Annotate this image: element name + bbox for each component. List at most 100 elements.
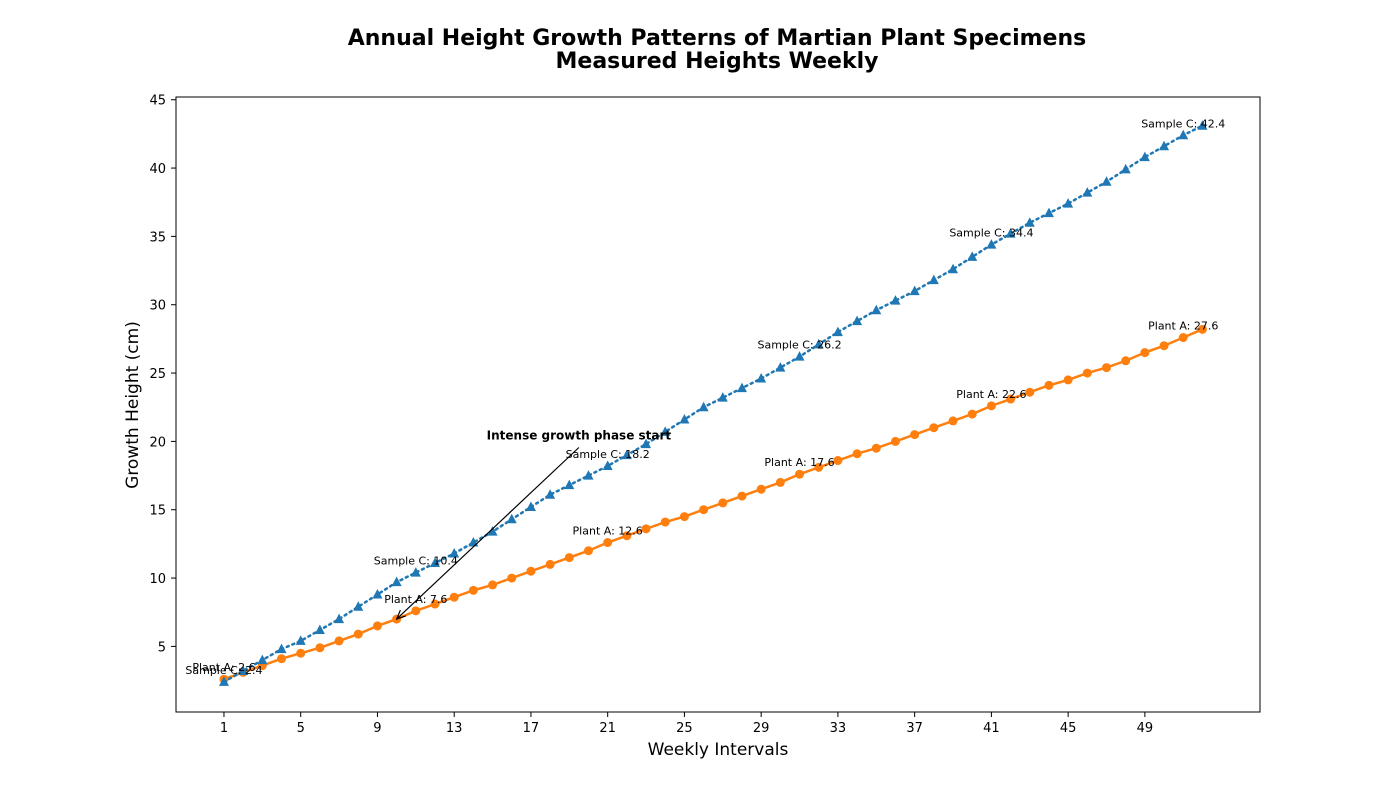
annotation-arrow bbox=[397, 447, 580, 620]
x-tick-label: 37 bbox=[906, 721, 923, 736]
y-tick-label: 40 bbox=[149, 162, 166, 177]
plant-a-point bbox=[910, 430, 920, 440]
data-label: Sample C: 10.4 bbox=[374, 555, 458, 568]
plant-a-point bbox=[660, 517, 670, 527]
sample-c-point bbox=[1101, 176, 1112, 186]
y-axis-label: Growth Height (cm) bbox=[123, 321, 143, 489]
x-tick-label: 41 bbox=[983, 721, 1000, 736]
sample-c-point bbox=[948, 263, 959, 274]
plant-a-point bbox=[277, 654, 287, 664]
sample-c-point bbox=[238, 665, 249, 675]
sample-c-point bbox=[506, 513, 517, 524]
sample-c-point bbox=[1159, 140, 1170, 151]
sample-c-point bbox=[986, 239, 997, 249]
y-tick-label: 35 bbox=[149, 230, 166, 245]
plant-a-point bbox=[1121, 356, 1131, 366]
sample-c-point bbox=[660, 426, 671, 436]
plant-a-point bbox=[449, 592, 459, 602]
plant-a-point bbox=[488, 580, 498, 590]
plant-a-point bbox=[833, 456, 843, 466]
sample-c-point bbox=[276, 643, 287, 654]
x-tick-label: 29 bbox=[753, 721, 770, 736]
x-tick-label: 17 bbox=[523, 721, 540, 736]
plant-a-point bbox=[699, 505, 709, 515]
plant-a-point bbox=[583, 546, 593, 556]
plant-a-line bbox=[223, 328, 1203, 681]
y-tick-label: 5 bbox=[158, 640, 166, 655]
sample-c-point bbox=[1178, 129, 1189, 140]
plant-a-point bbox=[814, 462, 824, 472]
sample-c-point bbox=[487, 526, 498, 536]
sample-c-point bbox=[890, 295, 901, 305]
data-label: Plant A: 12.6 bbox=[573, 525, 643, 538]
plant-a-point bbox=[353, 629, 363, 639]
sample-c-point bbox=[794, 351, 805, 361]
sample-c-point bbox=[775, 362, 786, 372]
sample-c-point bbox=[583, 470, 594, 480]
sample-c-point bbox=[410, 567, 421, 577]
plant-a-point bbox=[986, 401, 996, 411]
y-tick-label: 20 bbox=[149, 435, 166, 450]
x-tick-label: 13 bbox=[446, 721, 463, 736]
plant-a-point bbox=[1178, 333, 1188, 343]
series-layer bbox=[218, 120, 1208, 686]
y-tick-label: 25 bbox=[149, 367, 166, 382]
plant-a-point bbox=[1197, 324, 1207, 334]
data-label: Sample C: 26.2 bbox=[757, 339, 841, 352]
sample-c-point bbox=[1043, 207, 1054, 218]
x-tick-label: 9 bbox=[373, 721, 381, 736]
sample-c-point bbox=[1005, 228, 1016, 238]
plant-a-point bbox=[890, 436, 900, 446]
plant-a-point bbox=[775, 477, 785, 487]
sample-c-point bbox=[641, 438, 652, 449]
plant-a-point bbox=[1082, 368, 1092, 378]
plant-a-point bbox=[507, 573, 517, 583]
data-label: Plant A: 22.6 bbox=[956, 388, 1026, 401]
sample-c-point bbox=[353, 601, 364, 611]
plant-a-point bbox=[852, 449, 862, 459]
plant-a-point bbox=[1025, 387, 1035, 397]
sample-c-point bbox=[1082, 187, 1093, 197]
sample-c-line bbox=[222, 124, 1204, 684]
sample-c-point bbox=[602, 460, 613, 470]
sample-c-point bbox=[852, 315, 863, 326]
y-tick-label: 10 bbox=[149, 572, 166, 587]
data-label: Plant A: 27.6 bbox=[1148, 320, 1218, 333]
x-tick-label: 33 bbox=[830, 721, 847, 736]
sample-c-point bbox=[736, 382, 747, 393]
sample-c-point bbox=[679, 414, 690, 424]
data-label: Sample C: 42.4 bbox=[1141, 117, 1225, 130]
sample-c-point bbox=[372, 588, 383, 599]
y-axis: 5 10 15 20 25 30 35 40 45 bbox=[149, 94, 176, 655]
sample-c-point bbox=[430, 557, 441, 568]
sample-c-point bbox=[621, 449, 632, 460]
y-tick-label: 45 bbox=[149, 94, 166, 109]
sample-c-point bbox=[391, 576, 402, 587]
plot-frame bbox=[175, 96, 1261, 713]
sample-c-point bbox=[832, 326, 843, 337]
x-axis: 1 5 9 13 17 21 25 29 33 37 41 45 49 bbox=[220, 712, 1153, 736]
plant-a-point bbox=[948, 416, 958, 426]
plant-a-point bbox=[967, 409, 977, 419]
sample-c-point bbox=[218, 676, 229, 686]
plant-a-point bbox=[1044, 380, 1054, 390]
plant-a-point bbox=[795, 469, 805, 479]
sample-c-point bbox=[525, 501, 536, 511]
plant-a-point bbox=[468, 585, 478, 595]
x-tick-label: 25 bbox=[676, 721, 693, 736]
plant-a-point bbox=[334, 636, 344, 646]
data-labels-layer: Plant A: 2.6 Plant A: 7.6 Plant A: 12.6 Pla… bbox=[185, 117, 1225, 677]
chart-title: Annual Height Growth Patterns of Martian… bbox=[348, 26, 1087, 51]
sample-c-point bbox=[295, 635, 306, 645]
sample-c-point bbox=[1120, 163, 1131, 174]
x-tick-label: 45 bbox=[1060, 721, 1077, 736]
plant-a-point bbox=[315, 643, 325, 653]
plant-a-point bbox=[679, 512, 689, 522]
annotation-text: Intense growth phase start bbox=[487, 429, 672, 443]
plant-a-point bbox=[737, 491, 747, 501]
sample-c-point bbox=[449, 547, 460, 558]
sample-c-point bbox=[545, 489, 556, 499]
plant-a-point bbox=[603, 538, 613, 548]
